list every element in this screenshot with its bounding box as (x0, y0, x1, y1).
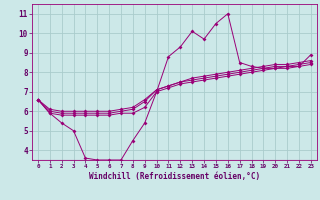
X-axis label: Windchill (Refroidissement éolien,°C): Windchill (Refroidissement éolien,°C) (89, 172, 260, 181)
